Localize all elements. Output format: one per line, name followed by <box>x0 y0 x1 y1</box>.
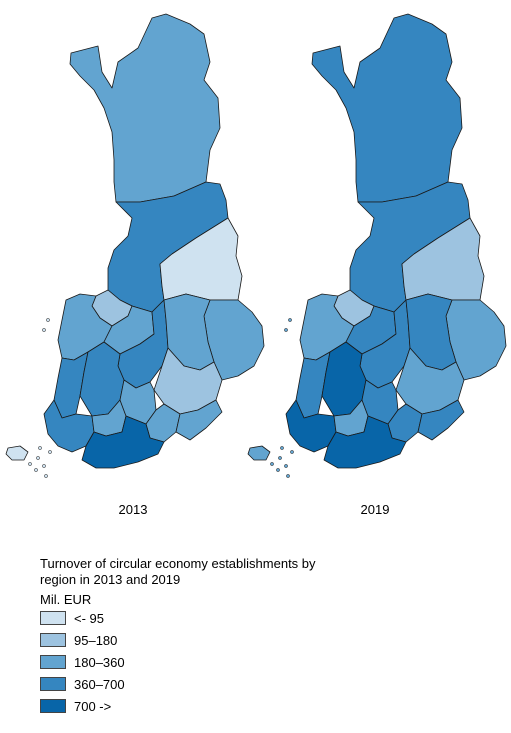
legend-classes: <- 95 95–180 180–360 360–700 700 -> <box>40 607 370 717</box>
choropleth-map-2019 <box>247 13 507 478</box>
islet <box>284 328 288 332</box>
legend-title: Turnover of circular economy establishme… <box>40 556 316 587</box>
region-satakunta <box>295 351 331 419</box>
legend-class-row: <- 95 <box>40 607 370 629</box>
map-year-label-2019: 2019 <box>360 502 390 517</box>
legend-class-label: 700 -> <box>74 698 112 714</box>
legend-class-row: 95–180 <box>40 629 370 651</box>
legend-swatch <box>40 633 66 647</box>
islet <box>42 328 46 332</box>
region-south-karelia <box>417 399 465 441</box>
map-canvas <box>5 13 507 478</box>
islet <box>286 474 290 478</box>
choropleth-map-2013 <box>5 13 265 478</box>
legend-swatch <box>40 699 66 713</box>
islet <box>270 462 274 466</box>
legend-class-label: 95–180 <box>74 632 118 648</box>
islet <box>46 318 50 322</box>
islet <box>38 446 42 450</box>
region-aland <box>247 445 271 461</box>
legend-class-label: 360–700 <box>74 676 125 692</box>
islet <box>284 464 288 468</box>
islet <box>278 456 282 460</box>
legend: Turnover of circular economy establishme… <box>40 556 370 717</box>
islet <box>48 450 52 454</box>
legend-class-row: 360–700 <box>40 673 370 695</box>
region-lapland <box>69 13 221 203</box>
legend-unit: Mil. EUR <box>40 592 92 607</box>
islet <box>42 464 46 468</box>
map-year-label-2013: 2013 <box>118 502 148 517</box>
legend-class-row: 700 -> <box>40 695 370 717</box>
legend-class-label: 180–360 <box>74 654 125 670</box>
islet <box>276 468 280 472</box>
islet <box>28 462 32 466</box>
islet <box>34 468 38 472</box>
legend-swatch <box>40 677 66 691</box>
islet <box>44 474 48 478</box>
islet <box>288 318 292 322</box>
islet <box>280 446 284 450</box>
region-aland <box>5 445 29 461</box>
legend-class-label: <- 95 <box>74 610 104 626</box>
region-uusimaa <box>81 415 165 469</box>
legend-class-row: 180–360 <box>40 651 370 673</box>
legend-swatch <box>40 655 66 669</box>
region-satakunta <box>53 351 89 419</box>
islet <box>290 450 294 454</box>
region-lapland <box>311 13 463 203</box>
region-uusimaa <box>323 415 407 469</box>
legend-swatch <box>40 611 66 625</box>
islet <box>36 456 40 460</box>
region-south-karelia <box>175 399 223 441</box>
